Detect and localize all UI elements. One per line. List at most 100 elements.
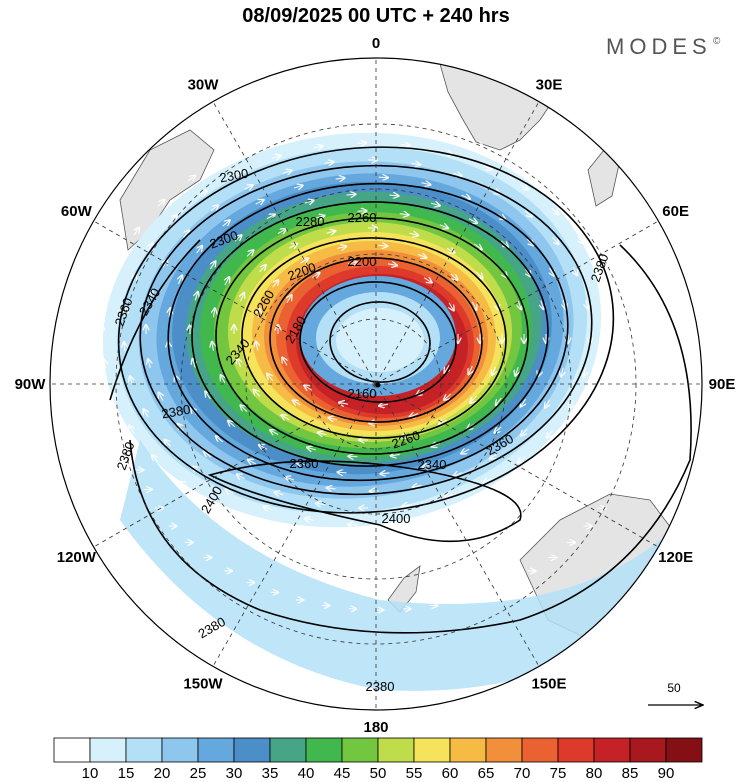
contour-label-text: 2260 (348, 210, 377, 225)
wind-vector (233, 170, 242, 174)
wind-vector (164, 440, 172, 447)
wind-vector (277, 229, 286, 233)
wind-vector (181, 482, 189, 487)
wind-vector (124, 342, 125, 352)
wind-vector (197, 246, 202, 254)
wind-vector (547, 181, 555, 186)
colorbar-swatch (665, 737, 703, 763)
longitude-label: 120E (658, 549, 693, 566)
wind-band-southern (120, 440, 670, 691)
wind-vector (327, 488, 336, 489)
wind-vector (526, 268, 531, 276)
map-border (49, 57, 703, 711)
contour-label: 2380 (160, 402, 191, 422)
colorbar-label: 60 (442, 765, 459, 782)
contour-label: 2160 (348, 386, 377, 401)
wind-vector (389, 127, 399, 128)
wind-vector (547, 430, 554, 438)
wind-vector (521, 428, 528, 435)
wind-vector (551, 207, 559, 214)
colorbar-swatch (53, 737, 91, 763)
wind-vector (433, 132, 442, 134)
wind-vector (424, 536, 434, 538)
wind-vector (423, 278, 432, 283)
contour-label-text: 2300 (218, 166, 249, 186)
wind-vector (572, 461, 579, 468)
wind-vector (541, 487, 549, 492)
map-title: 08/09/2025 00 UTC + 240 hrs (242, 5, 509, 27)
wind-vector (337, 541, 347, 542)
wind-vector (435, 516, 444, 518)
height-contour-3 (167, 182, 569, 482)
wind-vector (116, 258, 120, 267)
wind-vector (347, 262, 357, 264)
height-contour-8 (299, 281, 457, 403)
longitude-label: 150E (531, 676, 566, 693)
wind-vector (307, 447, 316, 449)
meridian-line (212, 383, 377, 667)
height-contour-7 (269, 257, 483, 423)
colorbar-label: 90 (658, 765, 675, 782)
wind-vector (302, 131, 312, 133)
colorbar-swatch (233, 737, 271, 763)
wind-vector (159, 393, 163, 401)
colorbar-labels: 10 15 20 25 30 35 40 45 50 55 60 65 70 75 80 85 90 (82, 765, 675, 782)
colorbar-swatch (629, 737, 667, 763)
wind-vector (246, 250, 253, 257)
contour-label: 2340 (418, 457, 447, 472)
wind-vector (253, 522, 262, 525)
wind-vector (337, 246, 346, 248)
height-contour-2380-west (109, 239, 201, 401)
colorbar-label: 15 (118, 765, 135, 782)
colorbar-swatch (557, 737, 595, 763)
wind-vector (593, 400, 597, 409)
longitude-label: 30W (188, 76, 220, 93)
height-contour-5 (215, 217, 529, 455)
colorbar-swatch (125, 737, 163, 763)
wind-vector (104, 359, 106, 369)
land-madagascar (587, 149, 621, 207)
wind-vector (513, 160, 521, 164)
colorbar-label: 40 (298, 765, 315, 782)
longitude-label: 90E (709, 376, 736, 393)
wind-vector (552, 236, 559, 244)
wind-vector (483, 166, 492, 169)
height-contour-6 (241, 237, 507, 439)
wind-vector (248, 460, 257, 464)
wind-vector (505, 508, 514, 512)
wind-vector (274, 492, 284, 495)
height-contour-2380-outer (129, 244, 692, 634)
wind-vector (518, 457, 526, 463)
wind-vector (313, 146, 323, 148)
wind-vector (476, 271, 482, 279)
colorbar-label: 30 (226, 765, 243, 782)
wind-vector (214, 504, 223, 508)
wind-vector (577, 235, 582, 243)
meridian-line (93, 220, 377, 385)
wind-vector (526, 238, 533, 245)
wind-vector (475, 502, 484, 505)
wind-vector (228, 421, 236, 428)
wind-vector (630, 299, 632, 309)
wind-vector (446, 248, 455, 252)
wind-vector (474, 244, 481, 249)
wind-vector (492, 366, 495, 375)
wind-vector (318, 433, 327, 435)
wind-vector (495, 426, 502, 433)
colorbar-swatch (485, 737, 523, 763)
wind-vector (199, 191, 206, 196)
wind-vector (221, 375, 225, 384)
wind-vector (305, 519, 314, 521)
wind-vector (521, 398, 526, 406)
contour-label: 2300 (218, 166, 249, 186)
colorbar-swatch (413, 737, 451, 763)
meridian-line (375, 383, 659, 548)
height-contour-2400 (207, 460, 522, 543)
wind-vector (150, 291, 152, 301)
contour-label: 2400 (382, 511, 411, 526)
wind-vector (584, 367, 586, 377)
wind-vector (518, 300, 521, 309)
wind-vector (453, 473, 462, 476)
wind-vector (273, 280, 279, 288)
wind-vector (178, 276, 182, 285)
